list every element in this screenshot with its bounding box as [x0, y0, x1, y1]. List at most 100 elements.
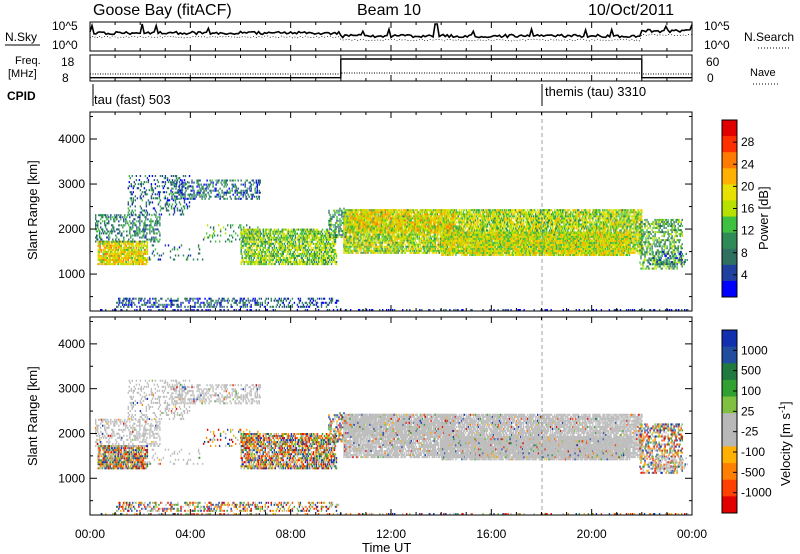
power-cell	[159, 191, 162, 194]
power-cell	[351, 239, 353, 242]
power-cell	[137, 248, 140, 251]
power-cell	[442, 247, 445, 250]
power-cell	[174, 183, 176, 186]
power-cell	[99, 242, 101, 245]
power-cell	[139, 205, 142, 208]
power-cell	[433, 225, 435, 228]
power-cell	[123, 244, 125, 247]
power-cell	[286, 240, 289, 243]
power-cell	[171, 191, 174, 194]
power-cell	[371, 235, 373, 238]
power-cell	[356, 209, 358, 212]
power-cell	[335, 252, 338, 255]
power-cell	[154, 238, 156, 241]
power-cell	[122, 242, 124, 245]
power-cell	[342, 211, 344, 214]
power-cell	[207, 183, 209, 186]
power-cell	[304, 230, 307, 233]
power-cell	[258, 232, 260, 235]
power-cell	[393, 247, 395, 250]
power-cell	[250, 244, 252, 247]
power-cell	[417, 245, 419, 248]
power-cell	[380, 245, 382, 248]
power-cell	[250, 261, 252, 264]
power-cell	[321, 228, 324, 231]
power-cell	[418, 211, 420, 214]
power-cell	[247, 193, 249, 196]
power-cell	[427, 233, 429, 236]
power-cell	[461, 227, 464, 230]
power-cell	[338, 232, 340, 235]
power-cell	[264, 263, 266, 266]
power-cell	[137, 240, 140, 243]
power-cell	[216, 193, 218, 196]
power-cell	[235, 189, 237, 192]
power-cell	[270, 242, 272, 245]
power-cell	[391, 211, 393, 214]
power-cell	[136, 244, 139, 247]
power-cell	[417, 243, 419, 246]
power-cell	[345, 221, 347, 224]
power-cell	[334, 232, 336, 235]
power-cell	[400, 241, 402, 244]
power-cell	[343, 217, 345, 220]
power-cell	[184, 181, 186, 184]
power-cell	[189, 197, 191, 200]
power-cell	[253, 230, 255, 233]
power-cell	[105, 259, 107, 262]
power-cell	[325, 246, 328, 249]
power-cell	[306, 242, 309, 245]
power-cell	[374, 247, 376, 250]
power-cell	[132, 250, 134, 253]
power-cell	[96, 238, 98, 241]
power-cell	[139, 228, 141, 231]
power-cell	[144, 257, 147, 260]
power-cell	[321, 248, 324, 251]
power-cell	[389, 247, 391, 250]
power-cell	[141, 220, 143, 223]
power-cell	[127, 240, 129, 243]
power-cell	[251, 250, 253, 253]
power-cell	[294, 240, 297, 243]
power-cell	[420, 209, 422, 212]
power-cell	[106, 218, 108, 221]
power-cell	[123, 263, 125, 266]
power-cell	[302, 246, 305, 249]
power-cell	[158, 201, 161, 204]
power-cell	[166, 187, 169, 190]
power-cell	[284, 248, 286, 251]
power-cell	[402, 241, 404, 244]
power-cell	[262, 248, 264, 251]
power-cell	[244, 238, 246, 241]
power-cell	[102, 214, 104, 217]
power-cell	[298, 261, 301, 264]
power-cell	[116, 252, 118, 255]
power-cell	[390, 247, 392, 250]
power-cell	[117, 254, 119, 257]
power-cell	[300, 236, 303, 239]
power-cell	[461, 217, 464, 220]
power-cell	[184, 183, 186, 186]
power-cell	[378, 245, 380, 248]
freq-unit-label: [MHz]	[8, 68, 37, 80]
power-cell	[252, 259, 254, 262]
power-cell	[380, 233, 382, 236]
power-cell	[265, 232, 267, 235]
power-cell	[407, 247, 409, 250]
power-cell	[243, 257, 245, 260]
power-cell	[255, 259, 257, 262]
power-cell	[126, 252, 128, 255]
power-cell	[130, 213, 132, 216]
power-cell	[262, 257, 264, 260]
power-cell	[408, 237, 410, 240]
power-cell	[175, 197, 177, 200]
power-cell	[284, 238, 286, 241]
power-cell	[308, 259, 311, 262]
power-cell	[151, 238, 153, 241]
power-cell	[391, 239, 393, 242]
power-cell	[108, 246, 110, 249]
power-cell	[328, 257, 331, 260]
power-cell	[364, 251, 366, 254]
power-cell	[279, 259, 281, 262]
power-cell	[408, 233, 410, 236]
